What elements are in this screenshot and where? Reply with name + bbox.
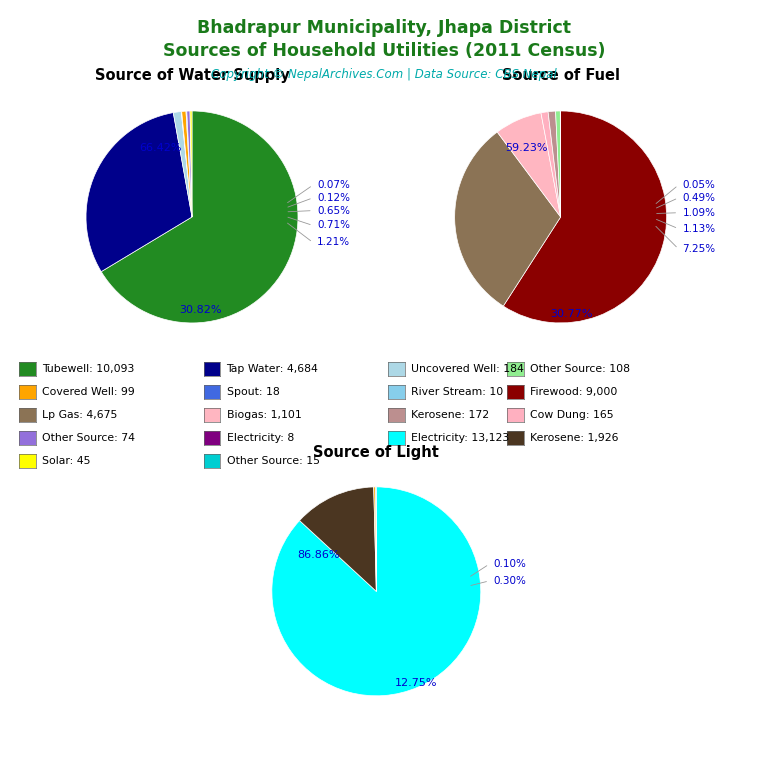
- Text: Other Source: 74: Other Source: 74: [42, 432, 135, 443]
- Title: Source of Water Supply: Source of Water Supply: [94, 68, 290, 83]
- Text: Copyright © NepalArchives.Com | Data Source: CBS Nepal: Copyright © NepalArchives.Com | Data Sou…: [211, 68, 557, 81]
- Text: 1.09%: 1.09%: [683, 207, 716, 217]
- Wedge shape: [190, 111, 192, 217]
- Text: 7.25%: 7.25%: [683, 243, 716, 253]
- Text: 0.05%: 0.05%: [683, 180, 716, 190]
- Text: 0.30%: 0.30%: [493, 576, 526, 586]
- Text: Kerosene: 172: Kerosene: 172: [411, 409, 489, 420]
- Wedge shape: [548, 111, 561, 217]
- Text: Other Source: 15: Other Source: 15: [227, 455, 319, 466]
- Text: 30.82%: 30.82%: [179, 305, 222, 315]
- Wedge shape: [497, 113, 561, 217]
- Wedge shape: [555, 111, 561, 217]
- Text: Kerosene: 1,926: Kerosene: 1,926: [530, 432, 618, 443]
- Title: Source of Fuel: Source of Fuel: [502, 68, 620, 83]
- Wedge shape: [182, 111, 192, 217]
- Text: 0.07%: 0.07%: [317, 180, 350, 190]
- Text: 1.13%: 1.13%: [683, 223, 716, 233]
- Text: 59.23%: 59.23%: [505, 143, 548, 153]
- Wedge shape: [101, 111, 298, 323]
- Text: Firewood: 9,000: Firewood: 9,000: [530, 386, 617, 397]
- Text: Tubewell: 10,093: Tubewell: 10,093: [42, 363, 134, 374]
- Wedge shape: [186, 111, 192, 217]
- Text: River Stream: 10: River Stream: 10: [411, 386, 503, 397]
- Text: Sources of Household Utilities (2011 Census): Sources of Household Utilities (2011 Cen…: [163, 42, 605, 60]
- Title: Source of Light: Source of Light: [313, 445, 439, 459]
- Text: 86.86%: 86.86%: [298, 550, 340, 560]
- Text: Tap Water: 4,684: Tap Water: 4,684: [227, 363, 319, 374]
- Wedge shape: [86, 113, 192, 272]
- Text: 1.21%: 1.21%: [317, 237, 350, 247]
- Wedge shape: [181, 111, 192, 217]
- Text: Spout: 18: Spout: 18: [227, 386, 280, 397]
- Text: Biogas: 1,101: Biogas: 1,101: [227, 409, 301, 420]
- Wedge shape: [374, 487, 376, 591]
- Wedge shape: [174, 111, 192, 217]
- Text: Electricity: 8: Electricity: 8: [227, 432, 294, 443]
- Text: Uncovered Well: 184: Uncovered Well: 184: [411, 363, 524, 374]
- Text: Lp Gas: 4,675: Lp Gas: 4,675: [42, 409, 118, 420]
- Text: 30.77%: 30.77%: [550, 310, 592, 319]
- Text: Solar: 45: Solar: 45: [42, 455, 91, 466]
- Wedge shape: [503, 111, 667, 323]
- Text: 0.49%: 0.49%: [683, 193, 716, 203]
- Wedge shape: [455, 132, 561, 306]
- Text: Other Source: 108: Other Source: 108: [530, 363, 630, 374]
- Text: 0.65%: 0.65%: [317, 206, 350, 216]
- Text: 12.75%: 12.75%: [395, 678, 437, 688]
- Text: 66.42%: 66.42%: [139, 143, 181, 153]
- Wedge shape: [541, 111, 561, 217]
- Wedge shape: [272, 487, 481, 696]
- Wedge shape: [187, 111, 192, 217]
- Text: 0.12%: 0.12%: [317, 193, 350, 203]
- Text: Covered Well: 99: Covered Well: 99: [42, 386, 135, 397]
- Text: Cow Dung: 165: Cow Dung: 165: [530, 409, 614, 420]
- Text: Electricity: 13,123: Electricity: 13,123: [411, 432, 509, 443]
- Text: 0.71%: 0.71%: [317, 220, 350, 230]
- Text: 0.10%: 0.10%: [493, 559, 526, 569]
- Wedge shape: [300, 487, 376, 591]
- Text: Bhadrapur Municipality, Jhapa District: Bhadrapur Municipality, Jhapa District: [197, 19, 571, 37]
